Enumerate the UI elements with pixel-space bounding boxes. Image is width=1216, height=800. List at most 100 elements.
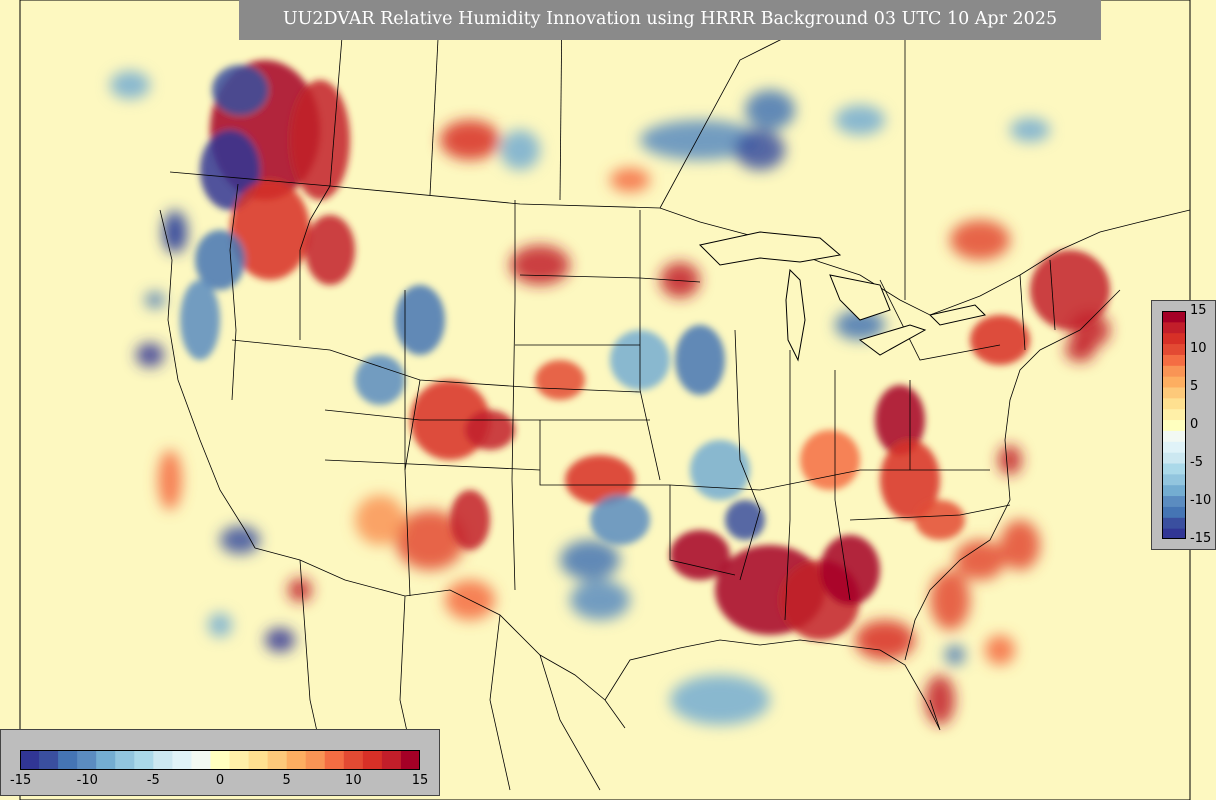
colorbar-swatch (1162, 506, 1186, 518)
field-anomaly (950, 220, 1010, 260)
gulf-coast (604, 639, 941, 731)
field-anomaly (610, 168, 650, 192)
field-anomaly (1010, 118, 1050, 142)
map-title: UU2DVAR Relative Humidity Innovation usi… (239, 0, 1101, 40)
colorbar-swatch (1162, 387, 1186, 399)
field-anomaly (745, 90, 795, 130)
field-anomaly (195, 230, 245, 290)
field-anomaly (288, 578, 312, 602)
field-anomaly (1030, 250, 1110, 330)
field-anomaly (955, 540, 1005, 580)
field-anomaly (735, 130, 785, 170)
west-coast (159, 209, 256, 549)
colorbar-swatch (1162, 419, 1186, 431)
colorbar-swatch (134, 750, 154, 770)
field-anomaly (395, 285, 445, 355)
field-anomaly (690, 440, 750, 500)
field-anomaly (675, 325, 725, 395)
field-anomaly (565, 455, 635, 505)
field-anomaly (163, 210, 187, 250)
colorbar-tick-label: 10 (345, 773, 362, 788)
us-mexico-border (254, 547, 626, 729)
field-anomaly (880, 440, 940, 520)
colorbar-swatch (400, 750, 420, 770)
field-anomaly (660, 262, 700, 298)
colorbar-tick-label: -5 (146, 773, 160, 788)
field-anomaly (998, 445, 1022, 475)
colorbar-swatch (1162, 408, 1186, 421)
field-anomaly (855, 620, 915, 660)
field-anomaly (110, 71, 150, 99)
colorbar-tick-label: -5 (1190, 455, 1203, 470)
colorbar-swatch (39, 750, 59, 770)
field-anomaly (535, 360, 585, 400)
colorbar-swatch (1162, 311, 1186, 323)
colorbar-swatch (343, 750, 364, 770)
field-anomaly (930, 570, 970, 630)
colorbar-tick-label: -10 (1190, 493, 1212, 508)
colorbar-swatch (172, 750, 192, 770)
colorbar-tick-label: 15 (1190, 303, 1207, 318)
colorbar-swatch (1162, 354, 1186, 366)
field-anomaly (640, 120, 760, 160)
colorbar-tick-label: 10 (1190, 341, 1207, 356)
colorbar-swatch (229, 750, 250, 770)
field-anomaly (590, 495, 650, 545)
vertical-colorbar: 15 10 5 0 -5 -10 -15 (1151, 300, 1216, 550)
colorbar-swatch (267, 750, 288, 770)
field-anomaly (136, 343, 164, 367)
colorbar-swatch (1162, 484, 1186, 497)
colorbar-swatch (115, 750, 135, 770)
colorbar-swatch (324, 750, 345, 770)
field-anomaly (465, 410, 515, 450)
field-anomaly (945, 645, 965, 665)
great-lakes (698, 231, 986, 362)
colorbar-swatch (305, 750, 326, 770)
field-anomaly (230, 180, 310, 280)
colorbar-swatch (153, 750, 173, 770)
field-anomaly (510, 245, 570, 285)
field-anomaly (985, 635, 1015, 665)
colorbar-swatch (191, 750, 211, 770)
colorbar-tick-label: -15 (10, 773, 32, 788)
colorbar-swatch (286, 750, 307, 770)
field-anomaly (440, 120, 500, 160)
field-anomaly (500, 130, 540, 170)
field-anomaly (290, 80, 350, 200)
field-anomaly (395, 510, 465, 570)
field-anomaly (820, 535, 880, 605)
field-anomaly (835, 310, 885, 340)
field-anomaly (560, 540, 620, 580)
field-anomaly (570, 580, 630, 620)
colorbar-swatch (1162, 495, 1186, 507)
colorbar-swatch (1162, 376, 1186, 388)
field-anomaly (200, 130, 260, 210)
colorbar-swatch (1162, 528, 1186, 539)
colorbar-swatch (381, 750, 402, 770)
colorbar-swatch (77, 750, 97, 770)
colorbar-swatch (1162, 441, 1186, 453)
colorbar-tick-label: 5 (1190, 379, 1199, 394)
colorbar-swatch (1162, 365, 1186, 377)
field-anomaly (1065, 338, 1095, 362)
colorbar-swatch (1162, 332, 1186, 345)
vertical-colorbar-gradient (1162, 311, 1186, 539)
field-anomaly (355, 355, 405, 405)
colorbar-tick-label: -10 (76, 773, 98, 788)
field-anomaly (208, 613, 232, 637)
colorbar-swatch (58, 750, 78, 770)
field-anomaly (158, 450, 182, 510)
field-anomaly (212, 65, 268, 115)
colorbar-tick-label: 15 (411, 773, 429, 788)
field-anomaly (145, 292, 165, 308)
colorbar-swatch (1162, 463, 1186, 475)
field-anomaly (835, 105, 885, 135)
field-anomaly (1000, 520, 1040, 570)
colorbar-swatch (96, 750, 116, 770)
colorbar-tick-label: 5 (282, 773, 291, 788)
field-anomaly (670, 530, 730, 580)
colorbar-swatch (1162, 430, 1186, 442)
field-anomaly (970, 315, 1030, 365)
field-anomaly (725, 500, 765, 540)
